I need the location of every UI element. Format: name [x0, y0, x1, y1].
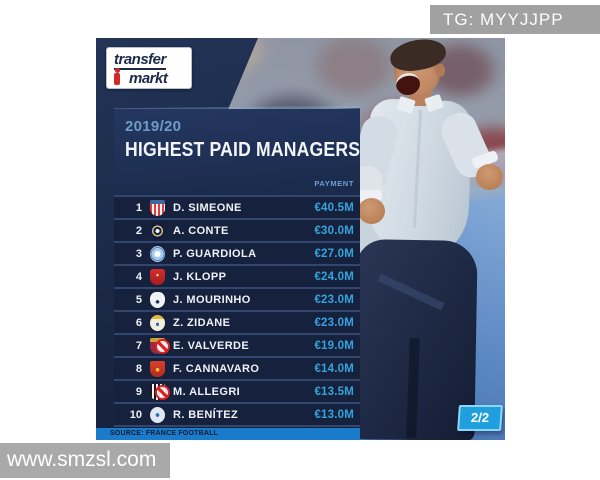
club-crest-icon-atletico-madrid [150, 199, 165, 216]
mascot-body [114, 73, 120, 85]
rank: 2 [135, 224, 142, 237]
club-crest-icon-inter [150, 222, 165, 239]
payment-value: €23.0M [314, 293, 354, 306]
payment-column-header: PAYMENT [314, 179, 354, 188]
club-crest-icon-real-madrid [150, 314, 165, 331]
table-row: 6 Z. ZIDANE €23.0M [114, 312, 360, 333]
transfermarkt-mascot-icon [113, 68, 121, 85]
payment-value: €14.0M [314, 362, 354, 375]
payment-value: €40.5M [314, 201, 354, 214]
payment-value: €27.0M [314, 247, 354, 260]
club-crest-icon-tottenham [150, 291, 165, 308]
figure-left-fist [358, 198, 385, 224]
table-panel: 2019/20 HIGHEST PAID MANAGERS PAYMENT 1 … [114, 109, 360, 440]
rank: 6 [135, 316, 142, 329]
telegram-watermark: TG: MYYJJPP [430, 5, 600, 34]
infographic: transfer markt 2019/20 HIGHEST PAID MANA… [96, 38, 505, 440]
departed-icon [155, 384, 170, 400]
payment-value: €13.0M [314, 408, 354, 421]
rank: 3 [135, 247, 142, 260]
manager-table: 1 D. SIMEONE €40.5M 2 A. CONTE €30.0M 3 … [114, 195, 360, 427]
club-crest-icon-manchester-city [150, 245, 165, 262]
club-crest-icon-dalian-yifang [150, 406, 165, 423]
manager-name: E. VALVERDE [173, 339, 250, 352]
manager-name: J. KLOPP [173, 270, 227, 283]
mascot-head [115, 68, 120, 73]
club-crest-icon-juventus [150, 383, 170, 400]
figure-left-cuff [354, 190, 382, 201]
manager-name: A. CONTE [173, 224, 229, 237]
table-row: 9 M. ALLEGRI €13.5M [114, 381, 360, 402]
manager-name: J. MOURINHO [173, 293, 251, 306]
manager-name: R. BENÍTEZ [173, 408, 239, 421]
table-row: 7 E. VALVERDE €19.0M [114, 335, 360, 356]
payment-value: €13.5M [314, 385, 354, 398]
transfermarkt-logo: transfer markt [106, 47, 192, 89]
payment-value: €24.0M [314, 270, 354, 283]
rank: 4 [135, 270, 142, 283]
page-title: HIGHEST PAID MANAGERS [125, 139, 361, 161]
source-credit: SOURCE: FRANCE FOOTBALL [96, 428, 360, 440]
logo-text-transfer: transfer [114, 51, 166, 70]
payment-value: €30.0M [314, 224, 354, 237]
manager-name: F. CANNAVARO [173, 362, 260, 375]
table-row: 2 A. CONTE €30.0M [114, 220, 360, 241]
rank: 7 [135, 339, 142, 352]
manager-photo-simeone [343, 38, 505, 440]
figure-ear [436, 64, 445, 77]
club-crest-icon-barcelona [150, 337, 170, 354]
figure-right-fist [476, 164, 503, 190]
logo-text-markt: markt [129, 70, 168, 87]
page-indicator-badge: 2/2 [457, 405, 503, 431]
table-row: 8 F. CANNAVARO €14.0M [114, 358, 360, 379]
rank: 10 [129, 408, 142, 421]
club-crest-icon-guangzhou-evergrande [150, 360, 165, 377]
website-watermark: www.smzsl.com [0, 443, 170, 478]
table-row: 10 R. BENÍTEZ €13.0M [114, 404, 360, 425]
rank: 8 [135, 362, 142, 375]
departed-icon [155, 338, 170, 354]
payment-value: €19.0M [314, 339, 354, 352]
table-row: 1 D. SIMEONE €40.5M [114, 197, 360, 218]
manager-name: M. ALLEGRI [173, 385, 241, 398]
rank: 1 [135, 201, 142, 214]
season-label: 2019/20 [125, 118, 182, 135]
rank: 5 [135, 293, 142, 306]
table-row: 4 J. KLOPP €24.0M [114, 266, 360, 287]
table-row: 5 J. MOURINHO €23.0M [114, 289, 360, 310]
club-crest-icon-liverpool [150, 268, 165, 285]
manager-name: Z. ZIDANE [173, 316, 231, 329]
table-row: 3 P. GUARDIOLA €27.0M [114, 243, 360, 264]
manager-name: D. SIMEONE [173, 201, 242, 214]
payment-value: €23.0M [314, 316, 354, 329]
manager-name: P. GUARDIOLA [173, 247, 257, 260]
rank: 9 [135, 385, 142, 398]
